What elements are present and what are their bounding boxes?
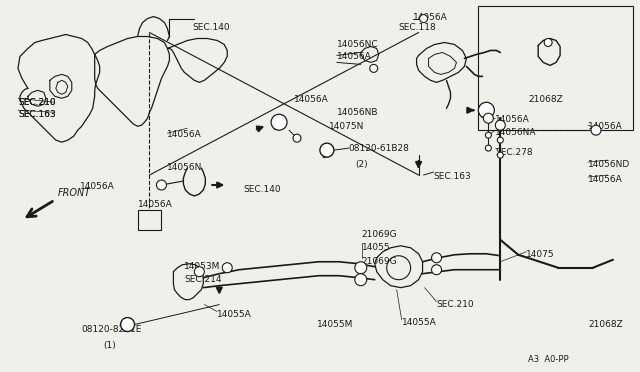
Text: Z: Z [273,123,278,132]
Text: SEC.118: SEC.118 [399,23,436,32]
Text: 14053M: 14053M [184,262,221,271]
Circle shape [431,265,442,275]
Circle shape [355,262,367,274]
Circle shape [420,15,428,23]
Text: 14056A: 14056A [168,130,202,139]
Text: SEC.214: SEC.214 [184,275,222,284]
Text: SEC.210: SEC.210 [436,299,474,309]
Circle shape [156,180,166,190]
Text: SEC.278: SEC.278 [495,148,533,157]
Circle shape [497,137,503,143]
Text: B: B [122,325,127,334]
Text: SEC.210: SEC.210 [18,98,56,107]
Circle shape [544,38,552,46]
Text: 14055M: 14055M [317,320,353,328]
Text: 14056A: 14056A [337,52,372,61]
Text: SEC.210: SEC.210 [18,98,56,107]
Circle shape [195,267,204,277]
Text: 14056A: 14056A [588,175,623,184]
Circle shape [483,113,493,123]
Text: 14056A: 14056A [413,13,447,22]
Circle shape [293,134,301,142]
Circle shape [222,263,232,273]
Text: 14056NA: 14056NA [495,128,537,137]
Text: 14056NC: 14056NC [337,41,378,49]
Circle shape [271,114,287,130]
Text: 14075N: 14075N [329,122,364,131]
Text: B: B [321,151,327,160]
Text: Z: Z [481,111,486,120]
Text: SEC.163: SEC.163 [18,110,56,119]
Circle shape [370,64,378,73]
Text: 14056A: 14056A [80,182,115,191]
Circle shape [478,102,494,118]
Text: SEC.163: SEC.163 [18,110,56,119]
Text: 14056A: 14056A [138,200,172,209]
Text: 14055A: 14055A [217,310,252,318]
Text: 08120-8201E: 08120-8201E [82,325,142,334]
Bar [138,210,161,230]
Circle shape [485,145,492,151]
Text: (1): (1) [104,341,116,350]
Text: 14056A: 14056A [495,115,530,124]
Text: SEC.163: SEC.163 [433,172,471,181]
Text: 21069G: 21069G [362,230,397,239]
Text: SEC.140: SEC.140 [193,23,230,32]
Text: 14055A: 14055A [402,318,436,327]
Text: 14056N: 14056N [168,163,203,172]
Text: FRONT: FRONT [58,188,91,198]
Text: 14055: 14055 [362,243,390,252]
Circle shape [591,125,601,135]
Text: 14056ND: 14056ND [588,160,630,169]
Text: 14075: 14075 [526,250,555,259]
Text: 21069G: 21069G [362,257,397,266]
Circle shape [431,253,442,263]
Text: 21068Z: 21068Z [528,95,563,104]
Text: 14056NB: 14056NB [337,108,378,117]
Bar [478,6,633,130]
Text: SEC.140: SEC.140 [243,185,281,194]
Text: 08120-61B28: 08120-61B28 [349,144,410,153]
Circle shape [497,152,503,158]
Text: 21068Z: 21068Z [588,320,623,328]
Circle shape [120,318,134,331]
Text: (2): (2) [355,160,367,169]
Text: A3  A0-PP: A3 A0-PP [528,355,569,365]
Circle shape [495,120,506,130]
Text: 14056A: 14056A [588,122,623,131]
Circle shape [355,274,367,286]
Circle shape [320,143,334,157]
Text: 14056A: 14056A [294,95,329,104]
Circle shape [485,132,492,138]
